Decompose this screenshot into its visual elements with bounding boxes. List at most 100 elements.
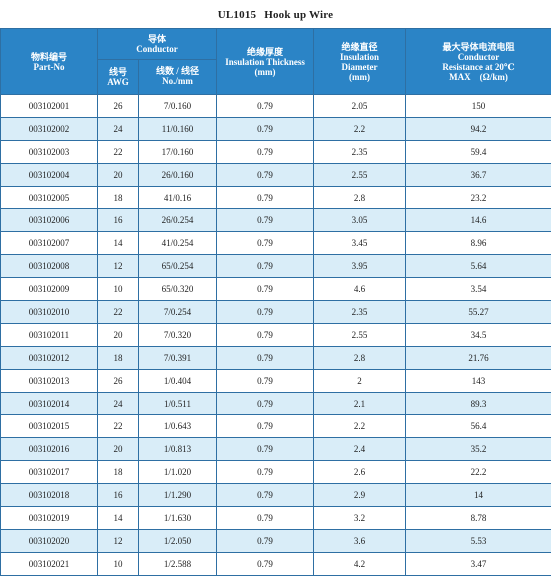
resistance-cell: 150 [406,95,551,118]
resistance-cell: 5.53 [406,529,551,552]
thickness-cell: 0.79 [217,392,314,415]
header-thickness-cn: 绝缘厚度 [217,47,313,57]
strands-cell: 1/0.511 [139,392,217,415]
part-no-cell: 003102019 [1,507,98,530]
resistance-cell: 23.2 [406,186,551,209]
header-part-no-cn: 物料编号 [1,52,97,62]
strands-cell: 26/0.160 [139,163,217,186]
awg-cell: 10 [98,278,139,301]
strands-cell: 1/1.630 [139,507,217,530]
header-resistance-en2: Resistance at 20℃ [406,62,551,72]
awg-cell: 26 [98,95,139,118]
part-no-cell: 003102006 [1,209,98,232]
awg-cell: 12 [98,255,139,278]
awg-cell: 22 [98,140,139,163]
diameter-cell: 2.8 [314,346,406,369]
resistance-cell: 8.78 [406,507,551,530]
strands-cell: 1/2.050 [139,529,217,552]
thickness-cell: 0.79 [217,209,314,232]
diameter-cell: 2.2 [314,415,406,438]
part-no-cell: 003102001 [1,95,98,118]
header-insulation-thickness: 绝缘厚度 Insulation Thickness (mm) [217,29,314,95]
awg-cell: 18 [98,461,139,484]
header-part-no: 物料编号 Part-No [1,29,98,95]
diameter-cell: 2.2 [314,117,406,140]
awg-cell: 14 [98,232,139,255]
part-no-cell: 003102014 [1,392,98,415]
resistance-cell: 14.6 [406,209,551,232]
diameter-cell: 3.2 [314,507,406,530]
resistance-cell: 5.64 [406,255,551,278]
awg-cell: 20 [98,438,139,461]
header-resistance-en1: Conductor [406,52,551,62]
diameter-cell: 2.9 [314,484,406,507]
diameter-cell: 3.95 [314,255,406,278]
awg-cell: 16 [98,209,139,232]
part-no-cell: 003102007 [1,232,98,255]
header-diameter-en1: Insulation [314,52,405,62]
resistance-cell: 8.96 [406,232,551,255]
diameter-cell: 2 [314,369,406,392]
thickness-cell: 0.79 [217,461,314,484]
strands-cell: 7/0.391 [139,346,217,369]
awg-cell: 14 [98,507,139,530]
diameter-cell: 2.55 [314,163,406,186]
strands-cell: 7/0.254 [139,301,217,324]
part-no-cell: 003102021 [1,552,98,575]
thickness-cell: 0.79 [217,369,314,392]
diameter-cell: 2.55 [314,323,406,346]
awg-cell: 20 [98,163,139,186]
header-diameter-cn: 绝缘直径 [314,42,405,52]
thickness-cell: 0.79 [217,507,314,530]
thickness-cell: 0.79 [217,346,314,369]
header-thickness-en: Insulation Thickness [217,57,313,67]
thickness-cell: 0.79 [217,484,314,507]
strands-cell: 7/0.160 [139,95,217,118]
awg-cell: 22 [98,415,139,438]
diameter-cell: 3.05 [314,209,406,232]
part-no-cell: 003102020 [1,529,98,552]
header-insulation-diameter: 绝缘直径 Insulation Diameter (mm) [314,29,406,95]
part-no-cell: 003102017 [1,461,98,484]
title-model: UL1015 [218,9,256,21]
header-resistance-en3: MAX (Ω/km) [406,72,551,82]
strands-cell: 26/0.254 [139,209,217,232]
awg-cell: 24 [98,117,139,140]
strands-cell: 17/0.160 [139,140,217,163]
strands-cell: 1/0.404 [139,369,217,392]
thickness-cell: 0.79 [217,140,314,163]
resistance-cell: 89.3 [406,392,551,415]
resistance-cell: 3.47 [406,552,551,575]
part-no-cell: 003102013 [1,369,98,392]
diameter-cell: 3.45 [314,232,406,255]
thickness-cell: 0.79 [217,95,314,118]
table-header: 物料编号 Part-No 导体 Conductor 绝缘厚度 Insulatio… [1,29,551,95]
header-strands: 线数 / 线径 No./mm [139,60,217,95]
part-no-cell: 003102011 [1,323,98,346]
part-no-cell: 003102015 [1,415,98,438]
awg-cell: 18 [98,346,139,369]
diameter-cell: 2.8 [314,186,406,209]
diameter-cell: 2.1 [314,392,406,415]
thickness-cell: 0.79 [217,552,314,575]
resistance-cell: 34.5 [406,323,551,346]
thickness-cell: 0.79 [217,415,314,438]
part-no-cell: 003102004 [1,163,98,186]
header-part-no-en: Part-No [1,62,97,72]
header-awg-cn: 线号 [98,67,138,77]
strands-cell: 7/0.320 [139,323,217,346]
awg-cell: 24 [98,392,139,415]
